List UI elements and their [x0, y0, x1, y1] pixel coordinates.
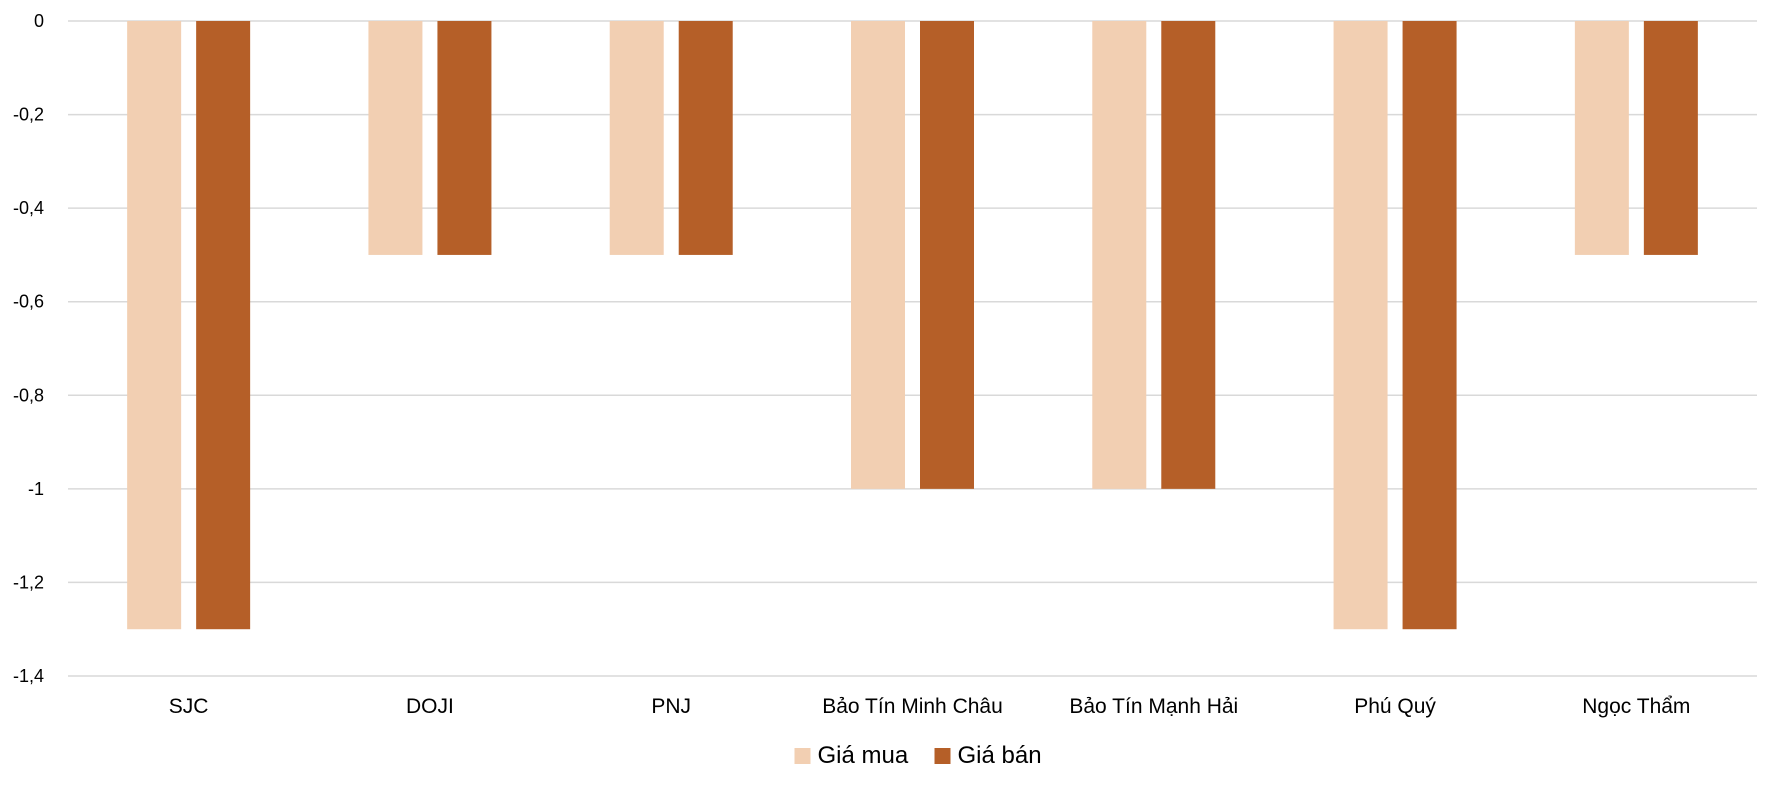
legend: Giá mua Giá bán [794, 742, 1042, 769]
legend-label: Giá bán [958, 742, 1042, 769]
y-tick-label: -1,4 [13, 666, 44, 686]
gridlines [68, 20, 1757, 677]
y-tick-label: 0 [34, 11, 44, 31]
bar-gia-mua [1574, 21, 1629, 255]
bar-gia-mua [1092, 21, 1147, 489]
x-category-label: Ngọc Thẩm [1582, 695, 1690, 718]
y-tick-label: -0,4 [13, 198, 44, 218]
bar-gia-ban [1643, 21, 1698, 255]
bar-gia-ban [437, 21, 492, 255]
bar-gia-ban [1402, 21, 1457, 630]
x-category-label: DOJI [406, 695, 454, 718]
y-tick-label: -1,2 [13, 572, 44, 592]
bar-gia-ban [196, 21, 251, 630]
bar-gia-mua [851, 21, 905, 489]
legend-swatch [794, 748, 811, 764]
y-axis-ticks: 0 -0,2 -0,4 -0,6 -0,8 -1 -1,2 -1,4 [13, 11, 44, 686]
x-axis-categories: SJC DOJI PNJ Bảo Tín Minh Châu Bảo Tín Mạnh … [169, 695, 1691, 718]
legend-swatch [934, 748, 951, 764]
y-tick-label: -0,6 [13, 292, 44, 312]
bar-gia-mua [127, 21, 182, 630]
bar-gia-ban [920, 21, 974, 489]
x-category-label: Bảo Tín Mạnh Hải [1069, 695, 1238, 718]
bar-gia-mua [1333, 21, 1388, 630]
x-category-label: PNJ [651, 695, 691, 718]
bar-gia-ban [678, 21, 733, 255]
legend-label: Giá mua [818, 742, 909, 769]
bars [127, 21, 1698, 630]
y-tick-label: -0,2 [13, 105, 44, 125]
bar-gia-ban [1161, 21, 1216, 489]
y-tick-label: -1 [28, 479, 44, 499]
bar-gia-mua [368, 21, 423, 255]
x-category-label: SJC [169, 695, 209, 718]
x-category-label: Phú Quý [1354, 695, 1436, 718]
x-category-label: Bảo Tín Minh Châu [822, 695, 1003, 718]
bar-gia-mua [609, 21, 664, 255]
y-tick-label: -0,8 [13, 385, 44, 405]
